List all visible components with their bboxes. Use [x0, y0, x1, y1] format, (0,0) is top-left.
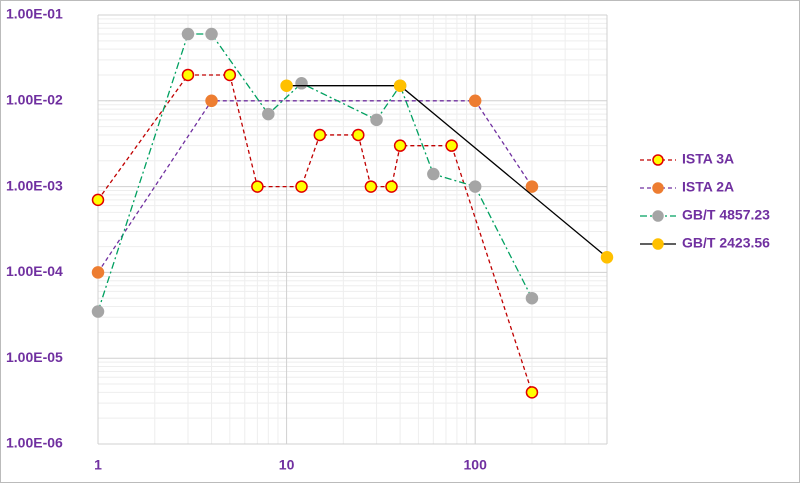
marker [427, 167, 440, 181]
y-tick-label: 1.00E-05 [6, 349, 63, 365]
y-tick-label: 1.00E-04 [6, 263, 63, 279]
series-line [97, 100, 533, 273]
plot [91, 27, 614, 399]
marker [262, 107, 275, 121]
marker [468, 180, 482, 193]
legend-label: GB/T 2423.56 [682, 235, 770, 251]
y-tick-label: 1.00E-03 [6, 177, 63, 193]
marker [600, 251, 614, 264]
marker [223, 68, 237, 82]
marker [181, 68, 195, 82]
marker [295, 180, 308, 193]
legend-marker [652, 154, 664, 166]
marker [445, 139, 458, 152]
legend-marker [652, 210, 664, 222]
marker [205, 94, 218, 108]
marker [370, 113, 383, 127]
legend-marker [652, 182, 664, 194]
marker [393, 139, 407, 152]
y-tick-label: 1.00E-01 [6, 6, 63, 22]
x-tick-label: 100 [464, 457, 488, 473]
legend-label: ISTA 3A [682, 151, 734, 167]
y-tick-label: 1.00E-06 [6, 435, 63, 451]
legend-label: GB/T 4857.23 [682, 207, 770, 223]
marker [468, 94, 482, 108]
series-line [97, 33, 533, 312]
legend-marker [652, 238, 664, 250]
marker [393, 79, 407, 92]
marker [313, 128, 327, 142]
legend-label: ISTA 2A [682, 179, 734, 195]
marker [280, 79, 293, 92]
x-tick-label: 1 [94, 457, 102, 473]
marker [181, 27, 195, 41]
marker [91, 266, 105, 279]
marker [295, 77, 308, 90]
marker [525, 386, 539, 399]
marker [91, 305, 105, 318]
marker [364, 180, 378, 193]
marker [91, 193, 105, 207]
grid [97, 14, 608, 445]
marker [251, 180, 264, 193]
marker [205, 27, 218, 41]
series-line [97, 74, 533, 393]
y-tick-label: 1.00E-02 [6, 92, 63, 108]
marker [525, 180, 539, 193]
x-tick-label: 10 [279, 457, 295, 473]
marker [525, 291, 539, 305]
marker [385, 180, 398, 193]
marker [352, 128, 365, 142]
